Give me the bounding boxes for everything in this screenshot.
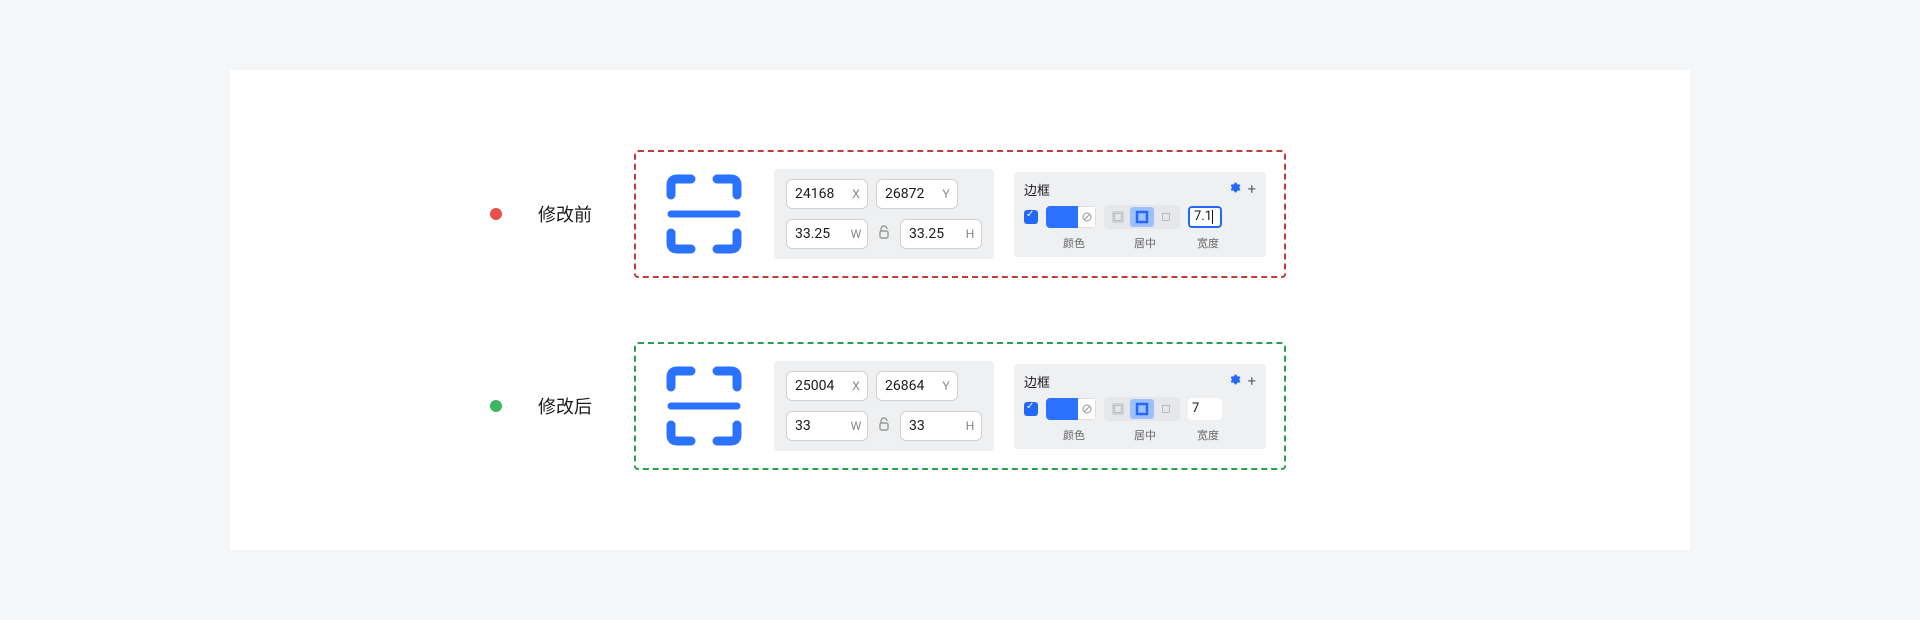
y-field[interactable]: 26864 Y — [876, 371, 958, 401]
y-suffix: Y — [935, 187, 957, 201]
x-value: 25004 — [787, 378, 845, 394]
lock-icon[interactable] — [876, 225, 892, 243]
border-title: 边框 — [1024, 372, 1050, 391]
align-outside-button[interactable] — [1154, 399, 1178, 419]
border-width-value: 7.1 — [1194, 209, 1213, 224]
gear-icon[interactable] — [1228, 181, 1241, 198]
h-suffix: H — [959, 227, 981, 241]
position-panel: 25004 X 26864 Y 33 W — [774, 361, 994, 451]
w-field[interactable]: 33.25 W — [786, 219, 868, 249]
h-value: 33.25 — [901, 226, 959, 242]
sublabel-color: 颜色 — [1046, 235, 1102, 251]
border-width-field[interactable]: 7 — [1188, 398, 1222, 420]
lock-icon[interactable] — [876, 417, 892, 435]
row-after: 修改后 25004 X 26864 — [290, 342, 1630, 470]
w-value: 33.25 — [787, 226, 845, 242]
border-panel: 边框 + — [1014, 172, 1266, 257]
w-field[interactable]: 33 W — [786, 411, 868, 441]
h-suffix: H — [959, 419, 981, 433]
border-panel: 边框 + — [1014, 364, 1266, 449]
h-field[interactable]: 33 H — [900, 411, 982, 441]
align-center-button[interactable] — [1130, 207, 1154, 227]
y-suffix: Y — [935, 379, 957, 393]
sublabel-width: 宽度 — [1188, 427, 1228, 443]
y-field[interactable]: 26872 Y — [876, 179, 958, 209]
after-dot — [490, 400, 502, 412]
sublabel-color: 颜色 — [1046, 427, 1102, 443]
frame-icon — [654, 356, 754, 456]
border-checkbox[interactable] — [1024, 210, 1038, 224]
align-inside-button[interactable] — [1106, 399, 1130, 419]
color-swatch[interactable] — [1046, 206, 1096, 228]
sublabel-width: 宽度 — [1188, 235, 1228, 251]
w-suffix: W — [845, 227, 867, 241]
y-value: 26864 — [877, 378, 935, 394]
w-suffix: W — [845, 419, 867, 433]
x-suffix: X — [845, 187, 867, 201]
color-swatch[interactable] — [1046, 398, 1096, 420]
h-value: 33 — [901, 418, 959, 434]
after-label: 修改后 — [538, 393, 598, 419]
sublabel-align: 居中 — [1102, 235, 1188, 251]
sublabel-align: 居中 — [1102, 427, 1188, 443]
frame-icon — [654, 164, 754, 264]
border-width-field[interactable]: 7.1 — [1188, 206, 1222, 228]
x-value: 24168 — [787, 186, 845, 202]
align-center-button[interactable] — [1130, 399, 1154, 419]
gear-icon[interactable] — [1228, 373, 1241, 390]
before-dot — [490, 208, 502, 220]
w-value: 33 — [787, 418, 845, 434]
before-label: 修改前 — [538, 201, 598, 227]
comparison-canvas: 修改前 24168 X — [230, 70, 1690, 550]
after-box: 25004 X 26864 Y 33 W — [634, 342, 1286, 470]
opacity-icon[interactable] — [1078, 206, 1096, 228]
position-panel: 24168 X 26872 Y 33.25 W — [774, 169, 994, 259]
border-checkbox[interactable] — [1024, 402, 1038, 416]
align-group — [1104, 397, 1180, 421]
opacity-icon[interactable] — [1078, 398, 1096, 420]
plus-icon[interactable]: + — [1247, 372, 1256, 390]
h-field[interactable]: 33.25 H — [900, 219, 982, 249]
plus-icon[interactable]: + — [1247, 180, 1256, 198]
y-value: 26872 — [877, 186, 935, 202]
align-outside-button[interactable] — [1154, 207, 1178, 227]
row-before: 修改前 24168 X — [290, 150, 1630, 278]
align-group — [1104, 205, 1180, 229]
x-suffix: X — [845, 379, 867, 393]
before-box: 24168 X 26872 Y 33.25 W — [634, 150, 1286, 278]
x-field[interactable]: 24168 X — [786, 179, 868, 209]
x-field[interactable]: 25004 X — [786, 371, 868, 401]
border-width-value: 7 — [1192, 401, 1199, 416]
border-title: 边框 — [1024, 180, 1050, 199]
align-inside-button[interactable] — [1106, 207, 1130, 227]
